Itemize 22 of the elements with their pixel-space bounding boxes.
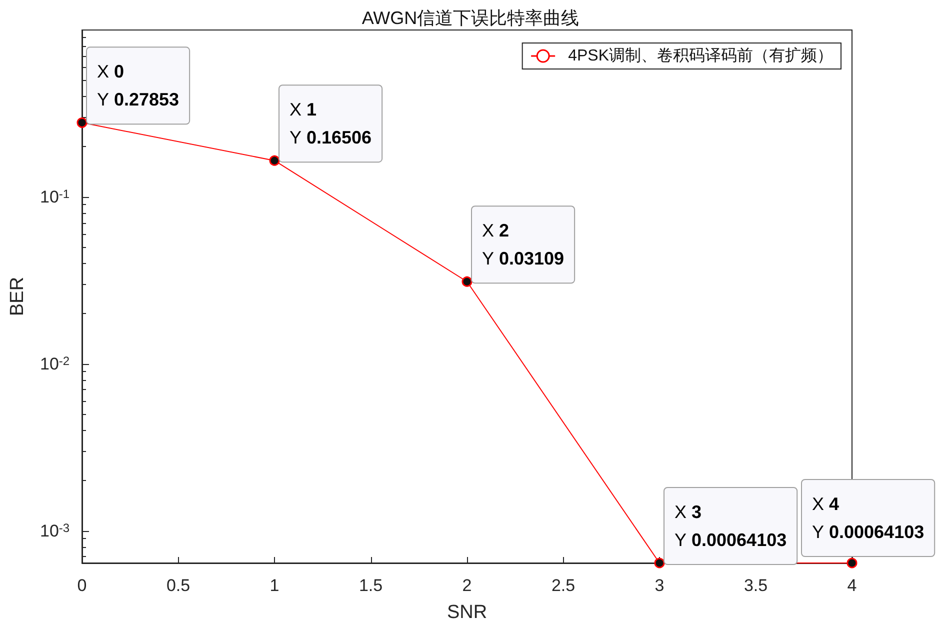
annotation: X 4 Y 0.00064103 bbox=[812, 494, 924, 542]
y-axis-title: BER bbox=[7, 276, 28, 316]
x-tick-label: 2.5 bbox=[551, 576, 576, 595]
x-tick-label: 0.5 bbox=[166, 576, 190, 595]
x-tick-label: 4 bbox=[847, 576, 857, 595]
x-axis-title: SNR bbox=[446, 602, 488, 623]
annotation: X 1 Y 0.16506 bbox=[290, 100, 372, 148]
point bbox=[269, 155, 280, 166]
point bbox=[76, 117, 88, 128]
x-tick-label: 3 bbox=[654, 576, 664, 595]
x-tick-label: 3.5 bbox=[744, 576, 768, 595]
x-tick-label: 2 bbox=[462, 576, 472, 595]
x-tick-label: 1.5 bbox=[358, 576, 383, 595]
point bbox=[462, 276, 472, 287]
annotation: X 3 Y 0.00064103 bbox=[674, 502, 787, 550]
x-tick-label: 1 bbox=[270, 576, 280, 595]
annotation: X 2 Y 0.03109 bbox=[482, 220, 564, 269]
legend-label: 4PSK调制、卷积码译码前（有扩频） bbox=[568, 46, 834, 64]
annotation: X 0 Y 0.27853 bbox=[97, 62, 180, 110]
x-tick-label: 0 bbox=[77, 576, 87, 595]
chart-title: AWGN信道下误比特率曲线 bbox=[362, 8, 580, 28]
point bbox=[654, 558, 665, 568]
